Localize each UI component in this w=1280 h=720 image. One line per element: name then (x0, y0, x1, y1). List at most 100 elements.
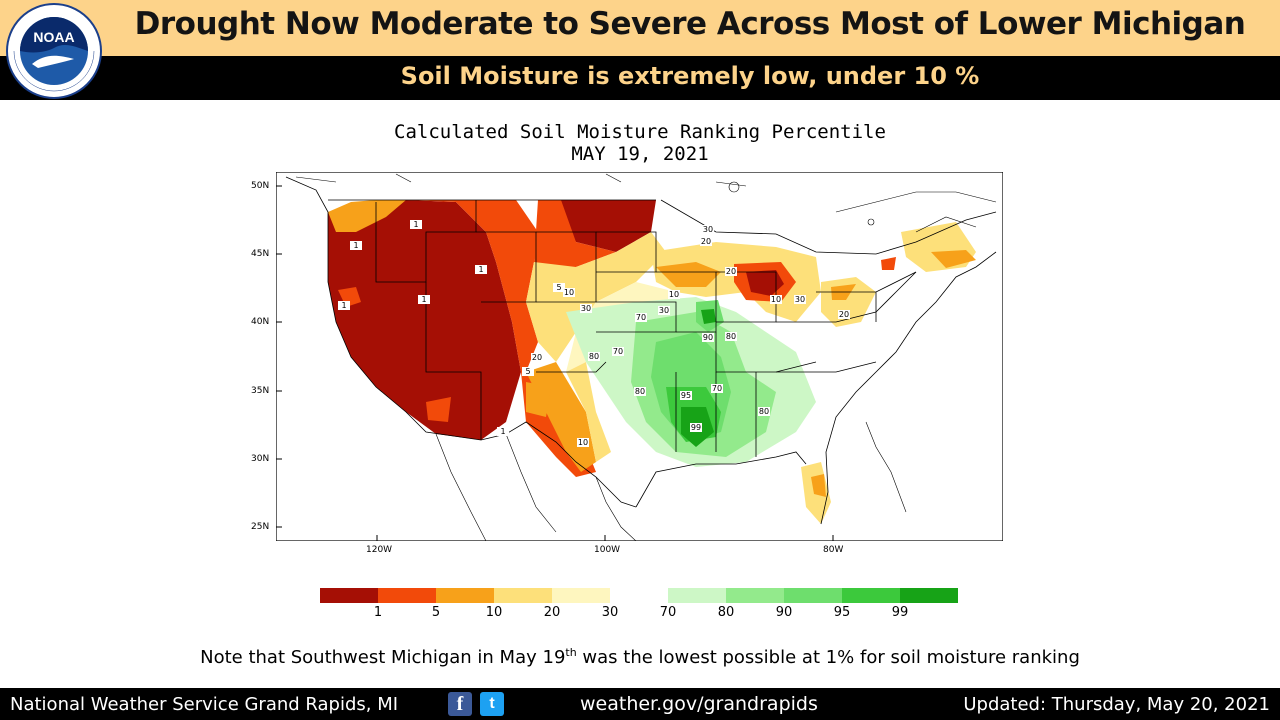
contour-label-bg (668, 290, 680, 299)
contour-label: 20 (839, 310, 849, 319)
contour-label: 70 (613, 347, 623, 356)
contour-label: 1 (500, 427, 505, 436)
contour-label-bg (531, 353, 543, 362)
contour-label-bg (350, 241, 362, 250)
updated-date: Updated: Thursday, May 20, 2021 (963, 694, 1270, 715)
office-name: National Weather Service Grand Rapids, M… (10, 694, 399, 715)
contour-label: 20 (532, 353, 542, 362)
contour-label-bg (634, 387, 646, 396)
contour-label: 1 (421, 295, 426, 304)
lon-label-80w: 80W (823, 545, 844, 555)
legend-swatch (610, 588, 668, 603)
contour-label-bg (612, 347, 624, 356)
legend-swatch (784, 588, 842, 603)
region-michigan-1pct (746, 270, 784, 296)
footnote: Note that Southwest Michigan in May 19th… (0, 646, 1280, 668)
header-subtitle-bar (0, 56, 1280, 100)
contour-label-bg (711, 384, 723, 393)
contour-label: 1 (341, 301, 346, 310)
legend-tick-label: 20 (543, 605, 561, 620)
contour-label: 30 (703, 225, 713, 234)
contour-label: 1 (413, 220, 418, 229)
contour-label-bg (702, 333, 714, 342)
contour-label: 30 (581, 304, 591, 313)
legend-swatch (494, 588, 552, 603)
noaa-logo: NOAA (6, 3, 102, 99)
lon-label-100w: 100W (594, 545, 621, 555)
region-florida-10pct (811, 474, 826, 497)
contour-label-bg (725, 332, 737, 341)
map-date: MAY 19, 2021 (571, 143, 709, 165)
lon-label-120w: 120W (366, 545, 393, 555)
region-ny-5pct (881, 257, 896, 270)
contour-label-bg (838, 310, 850, 319)
contour-label: 5 (556, 283, 561, 292)
contour-label-bg (522, 367, 534, 376)
legend-tick-label: 99 (891, 605, 909, 620)
lat-label-25n: 25N (251, 522, 270, 532)
contour-label: 10 (669, 290, 679, 299)
facebook-icon[interactable]: f (448, 692, 472, 716)
contour-label-bg (338, 301, 350, 310)
legend-swatch (378, 588, 436, 603)
contour-label: 80 (759, 407, 769, 416)
contour-label: 1 (478, 265, 483, 274)
footer-bar (0, 688, 1280, 720)
contour-label: 90 (703, 333, 713, 342)
contour-label-bg (410, 220, 422, 229)
legend-tick-label: 1 (373, 605, 383, 620)
contour-label-bg (580, 304, 592, 313)
contour-label-bg (577, 438, 589, 447)
contour-label: 20 (701, 237, 711, 246)
contour-label: 70 (712, 384, 722, 393)
region-northplains-1pct (561, 200, 656, 252)
region-texas-20pct (566, 362, 611, 462)
contour-label-bg (658, 306, 670, 315)
contour-label: 10 (564, 288, 574, 297)
legend-swatch (842, 588, 900, 603)
contour-label: 80 (589, 352, 599, 361)
website-link[interactable]: weather.gov/grandrapids (580, 693, 818, 715)
legend-swatch (552, 588, 610, 603)
contour-label-bg (680, 391, 692, 400)
legend-swatch (900, 588, 958, 603)
lat-label-30n: 30N (251, 454, 270, 464)
legend-tick-label: 90 (775, 605, 793, 620)
contour-label-bg (700, 237, 712, 246)
contour-label: 99 (691, 423, 701, 432)
lat-label-45n: 45N (251, 249, 270, 259)
contour-label-bg (702, 225, 714, 234)
legend-tick-label: 95 (833, 605, 851, 620)
page-title: Drought Now Moderate to Severe Across Mo… (134, 6, 1246, 42)
contour-label: 70 (636, 313, 646, 322)
legend-swatch (726, 588, 784, 603)
legend-swatch (320, 588, 378, 603)
legend-tick-label: 5 (431, 605, 441, 620)
header-title-bar (0, 0, 1280, 56)
contour-label: 20 (726, 267, 736, 276)
contour-label-bg (635, 313, 647, 322)
lat-label-35n: 35N (251, 386, 270, 396)
contour-label-bg (770, 295, 782, 304)
lat-label-40n: 40N (251, 317, 270, 327)
contour-label-bg (563, 288, 575, 297)
contour-label-bg (553, 283, 565, 292)
contour-label: 10 (771, 295, 781, 304)
legend-tick-label: 70 (659, 605, 677, 620)
contour-label: 1 (353, 241, 358, 250)
contour-label-bg (418, 295, 430, 304)
region-northplains-5pct (534, 200, 616, 272)
twitter-icon[interactable]: t (480, 692, 504, 716)
legend-tick-label: 10 (485, 605, 503, 620)
region-illinois-99pct (701, 309, 716, 324)
contour-label-bg (497, 427, 509, 436)
contour-label: 5 (525, 367, 530, 376)
legend-tick-label: 30 (601, 605, 619, 620)
legend-tick-label: 80 (717, 605, 735, 620)
contour-label: 30 (795, 295, 805, 304)
contour-label-bg (758, 407, 770, 416)
region-greatlakes-10pct (656, 262, 721, 287)
page-subtitle: Soil Moisture is extremely low, under 10… (400, 62, 980, 90)
map-title: Calculated Soil Moisture Ranking Percent… (394, 121, 886, 143)
